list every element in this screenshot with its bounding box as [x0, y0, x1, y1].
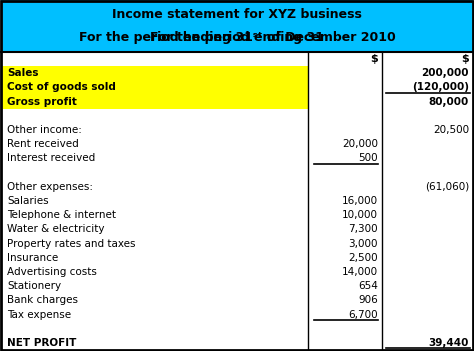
- Text: Gross profit: Gross profit: [7, 97, 77, 107]
- Text: 906: 906: [358, 295, 378, 305]
- Bar: [2, 94, 308, 109]
- Text: 14,000: 14,000: [342, 267, 378, 277]
- Bar: [2, 66, 308, 80]
- Text: $: $: [461, 54, 469, 64]
- Text: Bank charges: Bank charges: [7, 295, 78, 305]
- Text: Water & electricity: Water & electricity: [7, 224, 104, 234]
- Text: 6,700: 6,700: [348, 310, 378, 319]
- Text: Cost of goods sold: Cost of goods sold: [7, 82, 116, 92]
- Text: 20,500: 20,500: [433, 125, 469, 135]
- Text: Sales: Sales: [7, 68, 38, 78]
- Text: 16,000: 16,000: [342, 196, 378, 206]
- Text: Stationery: Stationery: [7, 281, 61, 291]
- Text: For the period ending 31: For the period ending 31: [150, 32, 324, 45]
- Text: Insurance: Insurance: [7, 253, 58, 263]
- Text: Other expenses:: Other expenses:: [7, 182, 93, 192]
- Text: Telephone & internet: Telephone & internet: [7, 210, 116, 220]
- Text: Salaries: Salaries: [7, 196, 49, 206]
- Text: Property rates and taxes: Property rates and taxes: [7, 239, 136, 249]
- Text: 654: 654: [358, 281, 378, 291]
- Text: 39,440: 39,440: [428, 338, 469, 348]
- Bar: [1, 0, 473, 52]
- Text: (61,060): (61,060): [425, 182, 469, 192]
- Text: 3,000: 3,000: [348, 239, 378, 249]
- Text: For the period ending 31ˢᵗ of December 2010: For the period ending 31ˢᵗ of December 2…: [79, 32, 395, 45]
- Text: Other income:: Other income:: [7, 125, 82, 135]
- Text: 200,000: 200,000: [421, 68, 469, 78]
- Text: Rent received: Rent received: [7, 139, 79, 149]
- Text: Income statement for XYZ business: Income statement for XYZ business: [112, 7, 362, 21]
- Bar: [2, 80, 308, 94]
- Text: 20,000: 20,000: [342, 139, 378, 149]
- Text: (120,000): (120,000): [412, 82, 469, 92]
- Text: Tax expense: Tax expense: [7, 310, 71, 319]
- Text: 500: 500: [358, 153, 378, 164]
- Text: $: $: [370, 54, 378, 64]
- Text: 2,500: 2,500: [348, 253, 378, 263]
- Text: Advertising costs: Advertising costs: [7, 267, 97, 277]
- Text: 10,000: 10,000: [342, 210, 378, 220]
- Text: 80,000: 80,000: [429, 97, 469, 107]
- Text: 7,300: 7,300: [348, 224, 378, 234]
- Text: NET PROFIT: NET PROFIT: [7, 338, 76, 348]
- Text: Interest received: Interest received: [7, 153, 95, 164]
